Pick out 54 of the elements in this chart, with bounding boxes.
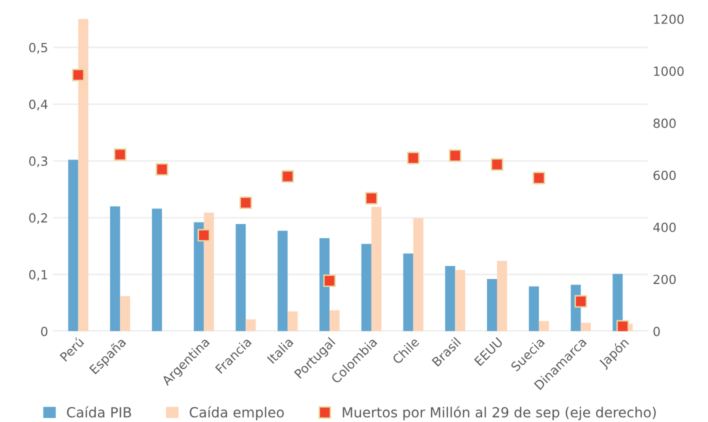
point [114,148,126,161]
bar [78,18,88,332]
y-tick-label: 0,1 [29,270,48,281]
bar [455,270,466,332]
point [365,192,378,205]
bar [194,222,204,332]
bar [236,224,246,332]
point [532,172,546,184]
bar [486,279,498,332]
bar [246,319,256,332]
y-tick-label: 0,4 [29,100,48,110]
y-tick-label: 0 [41,326,48,336]
point [323,274,336,288]
point [448,149,462,162]
y-tick-label: 0,5 [29,42,48,54]
bar [330,310,340,332]
point [490,158,504,171]
legend-label: Caída PIB [66,406,132,418]
bar [319,238,330,332]
bar [110,206,120,332]
point [281,170,294,183]
y-tick-label: 0,2 [29,213,47,224]
y2-tick-label: 600 [654,170,676,180]
bar [278,230,288,332]
bar [528,286,539,332]
y2-tick-label: 1000 [654,66,684,76]
point [407,152,420,164]
bar [497,260,508,332]
point [616,320,629,332]
y2-tick-label: 800 [654,118,676,128]
bar [68,160,78,332]
y2-tick-label: 1200 [654,14,684,24]
point [72,68,84,82]
point [240,196,252,209]
legend-label: Muertos por Millón al 29 de sep (eje derecho) [342,406,656,420]
bar [580,322,591,332]
bar [403,253,414,332]
bar [371,206,382,332]
y2-tick-label: 0 [654,326,660,336]
bar [445,266,456,332]
bar [361,244,372,332]
y-tick-label: 0,3 [29,156,48,168]
bar [120,296,130,332]
bar [152,208,162,332]
bar [413,218,424,332]
point [198,228,210,242]
point [156,163,168,176]
y2-tick-label: 200 [654,274,676,284]
legend-label: Caída empleo [190,406,284,420]
bar [204,212,214,332]
bar [538,321,549,332]
bar [288,311,298,332]
y2-tick-label: 400 [653,222,676,232]
point [574,295,588,308]
